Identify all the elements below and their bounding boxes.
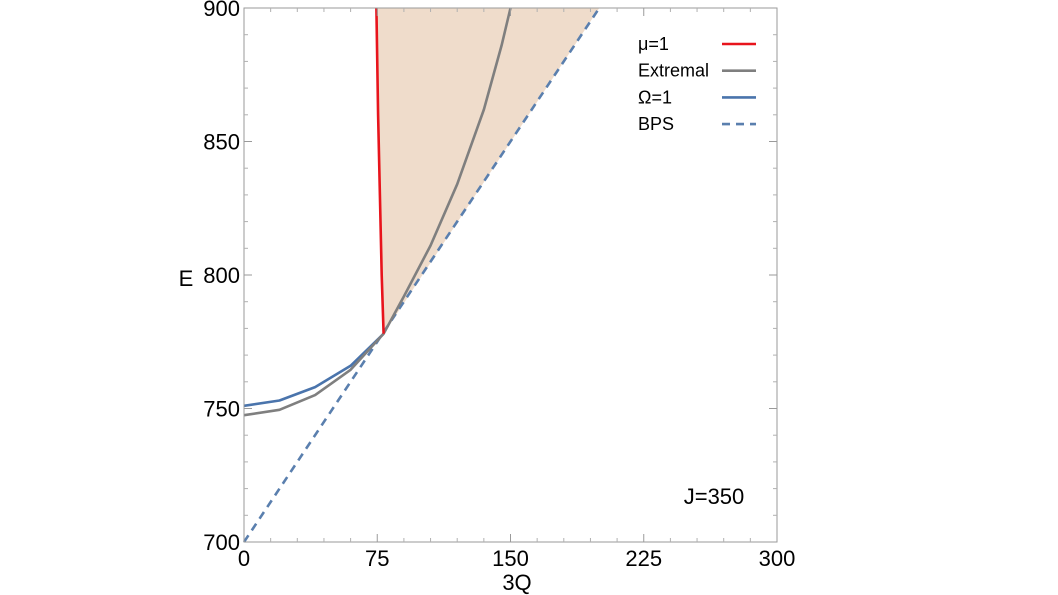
x-axis-label: 3Q bbox=[502, 570, 531, 595]
y-tick-label: 900 bbox=[203, 0, 240, 21]
legend-label-1: Ω=1 bbox=[638, 87, 672, 107]
series-layer bbox=[242, 7, 601, 543]
x-tick-label: 75 bbox=[365, 546, 389, 571]
series-line-1 bbox=[243, 7, 512, 417]
x-tick-label: 150 bbox=[492, 546, 529, 571]
tick-labels-layer: 0 75 150 225 300 700 750 800 850 900 bbox=[203, 0, 795, 571]
shaded-region bbox=[376, 8, 600, 334]
x-tick-label: 225 bbox=[625, 546, 662, 571]
x-tick-label: 300 bbox=[759, 546, 796, 571]
series-line-0 bbox=[375, 7, 385, 334]
legend: μ=1 Extremal Ω=1 BPS bbox=[638, 34, 756, 134]
legend-label-bps: BPS bbox=[638, 114, 674, 134]
legend-label-1: μ=1 bbox=[638, 34, 669, 54]
y-tick-label: 700 bbox=[203, 530, 240, 555]
y-tick-label: 850 bbox=[203, 130, 240, 155]
y-axis-label: E bbox=[179, 266, 194, 291]
x-tick-label: 0 bbox=[238, 546, 250, 571]
y-tick-label: 800 bbox=[203, 263, 240, 288]
series-line-3 bbox=[242, 7, 601, 543]
annotation-j: J=350 bbox=[684, 484, 745, 509]
shaded-region-layer bbox=[376, 8, 600, 334]
ticks-layer bbox=[243, 7, 778, 543]
y-tick-label: 750 bbox=[203, 397, 240, 422]
series-line-2 bbox=[243, 332, 385, 408]
legend-label-extremal: Extremal bbox=[638, 61, 709, 81]
